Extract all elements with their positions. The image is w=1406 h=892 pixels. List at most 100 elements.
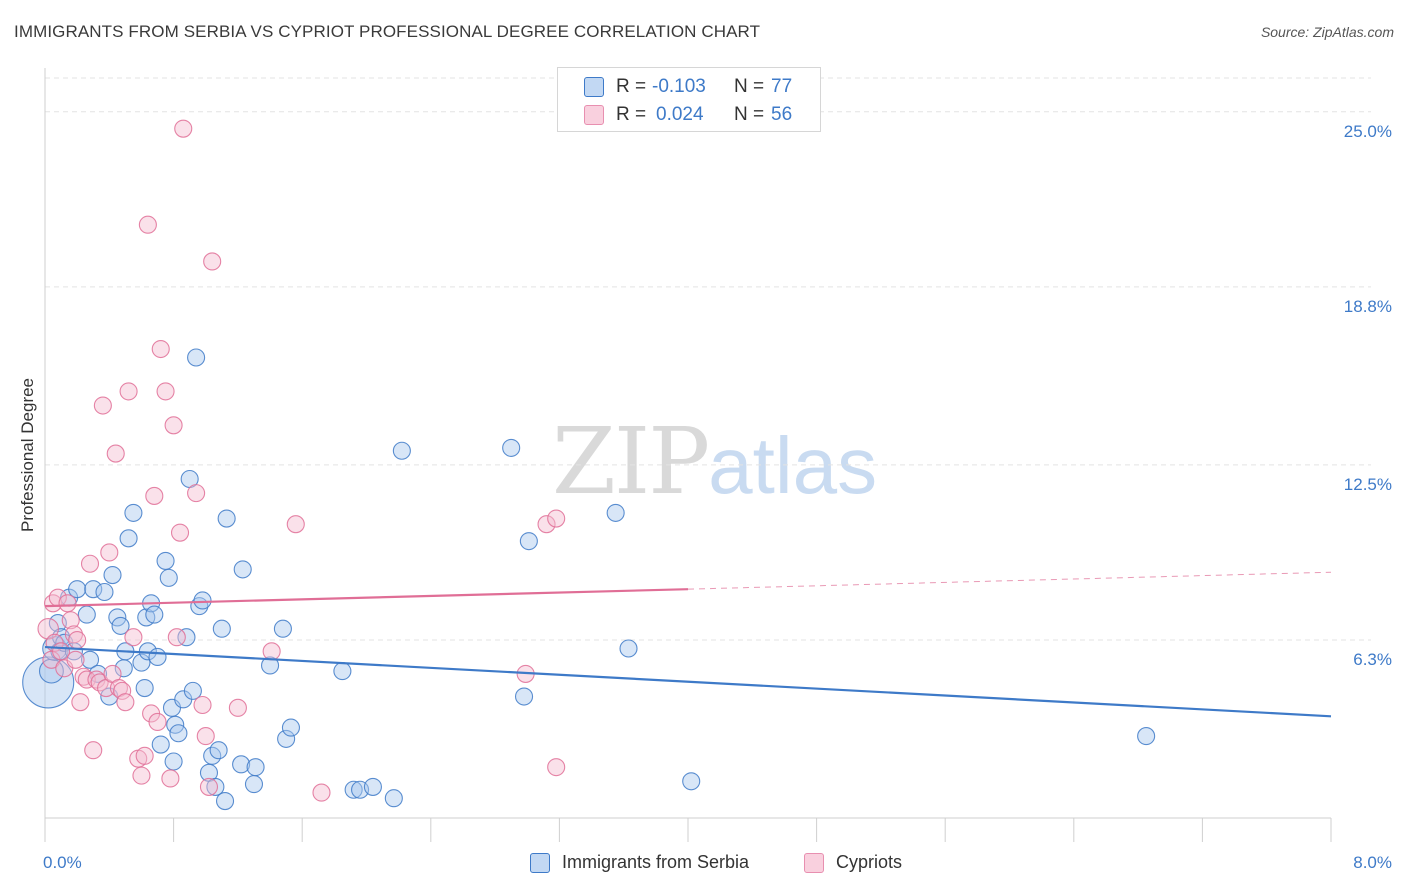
serbia-point (519, 532, 538, 551)
serbia-point (187, 348, 206, 367)
cypriot-point (61, 611, 80, 630)
y-tick-label: 25.0% (1343, 121, 1392, 141)
cypriot-point (116, 693, 135, 712)
cypriot-point (151, 339, 170, 359)
serbia-point (212, 619, 231, 638)
cypriot-point (537, 515, 556, 534)
cypriot-point (113, 681, 132, 700)
stats-row-cypriots: R = 0.024 N = 56 (584, 104, 814, 128)
serbia-point (363, 777, 382, 796)
series-immigrants-from-serbia (22, 348, 1156, 811)
cypriot-point (145, 486, 164, 505)
y-tick-label: 18.8% (1343, 296, 1392, 316)
cypriot-point (187, 484, 206, 503)
y-tick-label: 12.5% (1343, 474, 1392, 494)
cypriot-point (100, 543, 119, 562)
serbia-point (169, 724, 188, 743)
cypriot-point (64, 625, 83, 644)
trend-lines (44, 571, 1332, 718)
n-label: N = (734, 76, 765, 97)
cypriot-point (84, 741, 103, 760)
cypriot-point (66, 650, 85, 669)
serbia-point (619, 639, 638, 658)
serbia-point (124, 503, 143, 522)
n-value: 77 (771, 76, 793, 97)
serbia-point (111, 616, 130, 635)
cypriot-point (119, 382, 138, 401)
serbia-point (233, 560, 252, 579)
serbia-point (183, 681, 202, 700)
serbia-point (84, 580, 103, 599)
serbia-point (80, 650, 100, 669)
cypriot-point (132, 766, 151, 785)
cypriot-point (161, 769, 180, 788)
cypriot-point (262, 642, 281, 661)
source-note: Source: ZipAtlas.com (1260, 24, 1394, 40)
n-value: 56 (771, 104, 793, 125)
serbia-point (392, 441, 411, 460)
serbia-point (103, 565, 122, 585)
serbia-point (95, 582, 114, 602)
zipatlas-watermark: ZIPatlas (552, 408, 877, 515)
cypriot-point (93, 396, 112, 415)
serbia-point (68, 580, 87, 599)
serbia-point (209, 741, 228, 760)
serbia-point (148, 647, 167, 667)
cypriot-point (106, 444, 125, 463)
serbia-point (514, 687, 534, 706)
cypriot-point (156, 382, 175, 401)
cypriot-point (312, 783, 331, 802)
cypriot-point (138, 215, 157, 234)
trend-line-cypriots-extension (687, 571, 1332, 590)
watermark-atlas: atlas (708, 421, 878, 510)
serbia-point (217, 509, 236, 528)
serbia-point (77, 605, 96, 624)
cypriot-point (68, 630, 87, 650)
cypriot-point (547, 758, 566, 777)
serbia-point (206, 777, 225, 796)
legend-item-serbia: Immigrants from Serbia (530, 851, 790, 877)
serbia-point (244, 775, 264, 794)
serbia-point (246, 758, 265, 777)
trend-line-cypriots (44, 588, 689, 608)
serbia-point (606, 503, 625, 522)
legend-swatch-pink (584, 105, 604, 125)
axes (44, 68, 1332, 842)
series-cypriots (37, 119, 566, 802)
y-tick-label: 6.3% (1353, 650, 1392, 670)
serbia-point (119, 529, 138, 548)
serbia-point (281, 718, 300, 737)
cypriot-point (193, 695, 212, 715)
serbia-point (135, 678, 154, 698)
r-label: R = (616, 104, 647, 125)
x-tick-label-max: 8.0% (1353, 853, 1392, 872)
serbia-point (151, 735, 170, 754)
serbia-point (193, 591, 212, 610)
n-label: N = (734, 104, 765, 125)
serbia-point (260, 656, 280, 675)
r-value: 0.024 (656, 104, 704, 125)
cypriot-point (174, 119, 193, 138)
legend-label: Immigrants from Serbia (562, 852, 750, 872)
x-tick-label-min: 0.0% (43, 853, 82, 872)
serbia-point (232, 755, 251, 774)
cypriot-point (135, 746, 154, 765)
cypriot-point (196, 727, 215, 746)
serbia-point (215, 791, 235, 811)
cypriot-point (148, 712, 167, 731)
cypriot-point (71, 693, 90, 712)
chart-title: IMMIGRANTS FROM SERBIA VS CYPRIOT PROFES… (14, 22, 761, 41)
serbia-point (273, 619, 292, 638)
serbia-point (145, 605, 164, 624)
legend-swatch-blue (584, 77, 604, 97)
cypriot-point (164, 416, 183, 435)
legend-swatch-blue (530, 853, 550, 873)
serbia-point (1137, 727, 1156, 746)
serbia-point (344, 780, 363, 799)
serbia-point (132, 653, 151, 672)
cypriot-point (199, 777, 219, 796)
serbia-point (682, 772, 701, 791)
serbia-point (384, 789, 403, 808)
cypriot-point (170, 523, 190, 542)
